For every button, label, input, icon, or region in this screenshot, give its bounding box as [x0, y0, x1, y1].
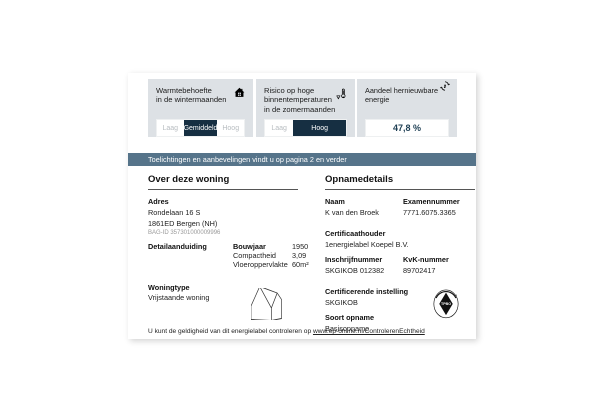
svg-text:TPBO: TPBO — [441, 302, 451, 306]
